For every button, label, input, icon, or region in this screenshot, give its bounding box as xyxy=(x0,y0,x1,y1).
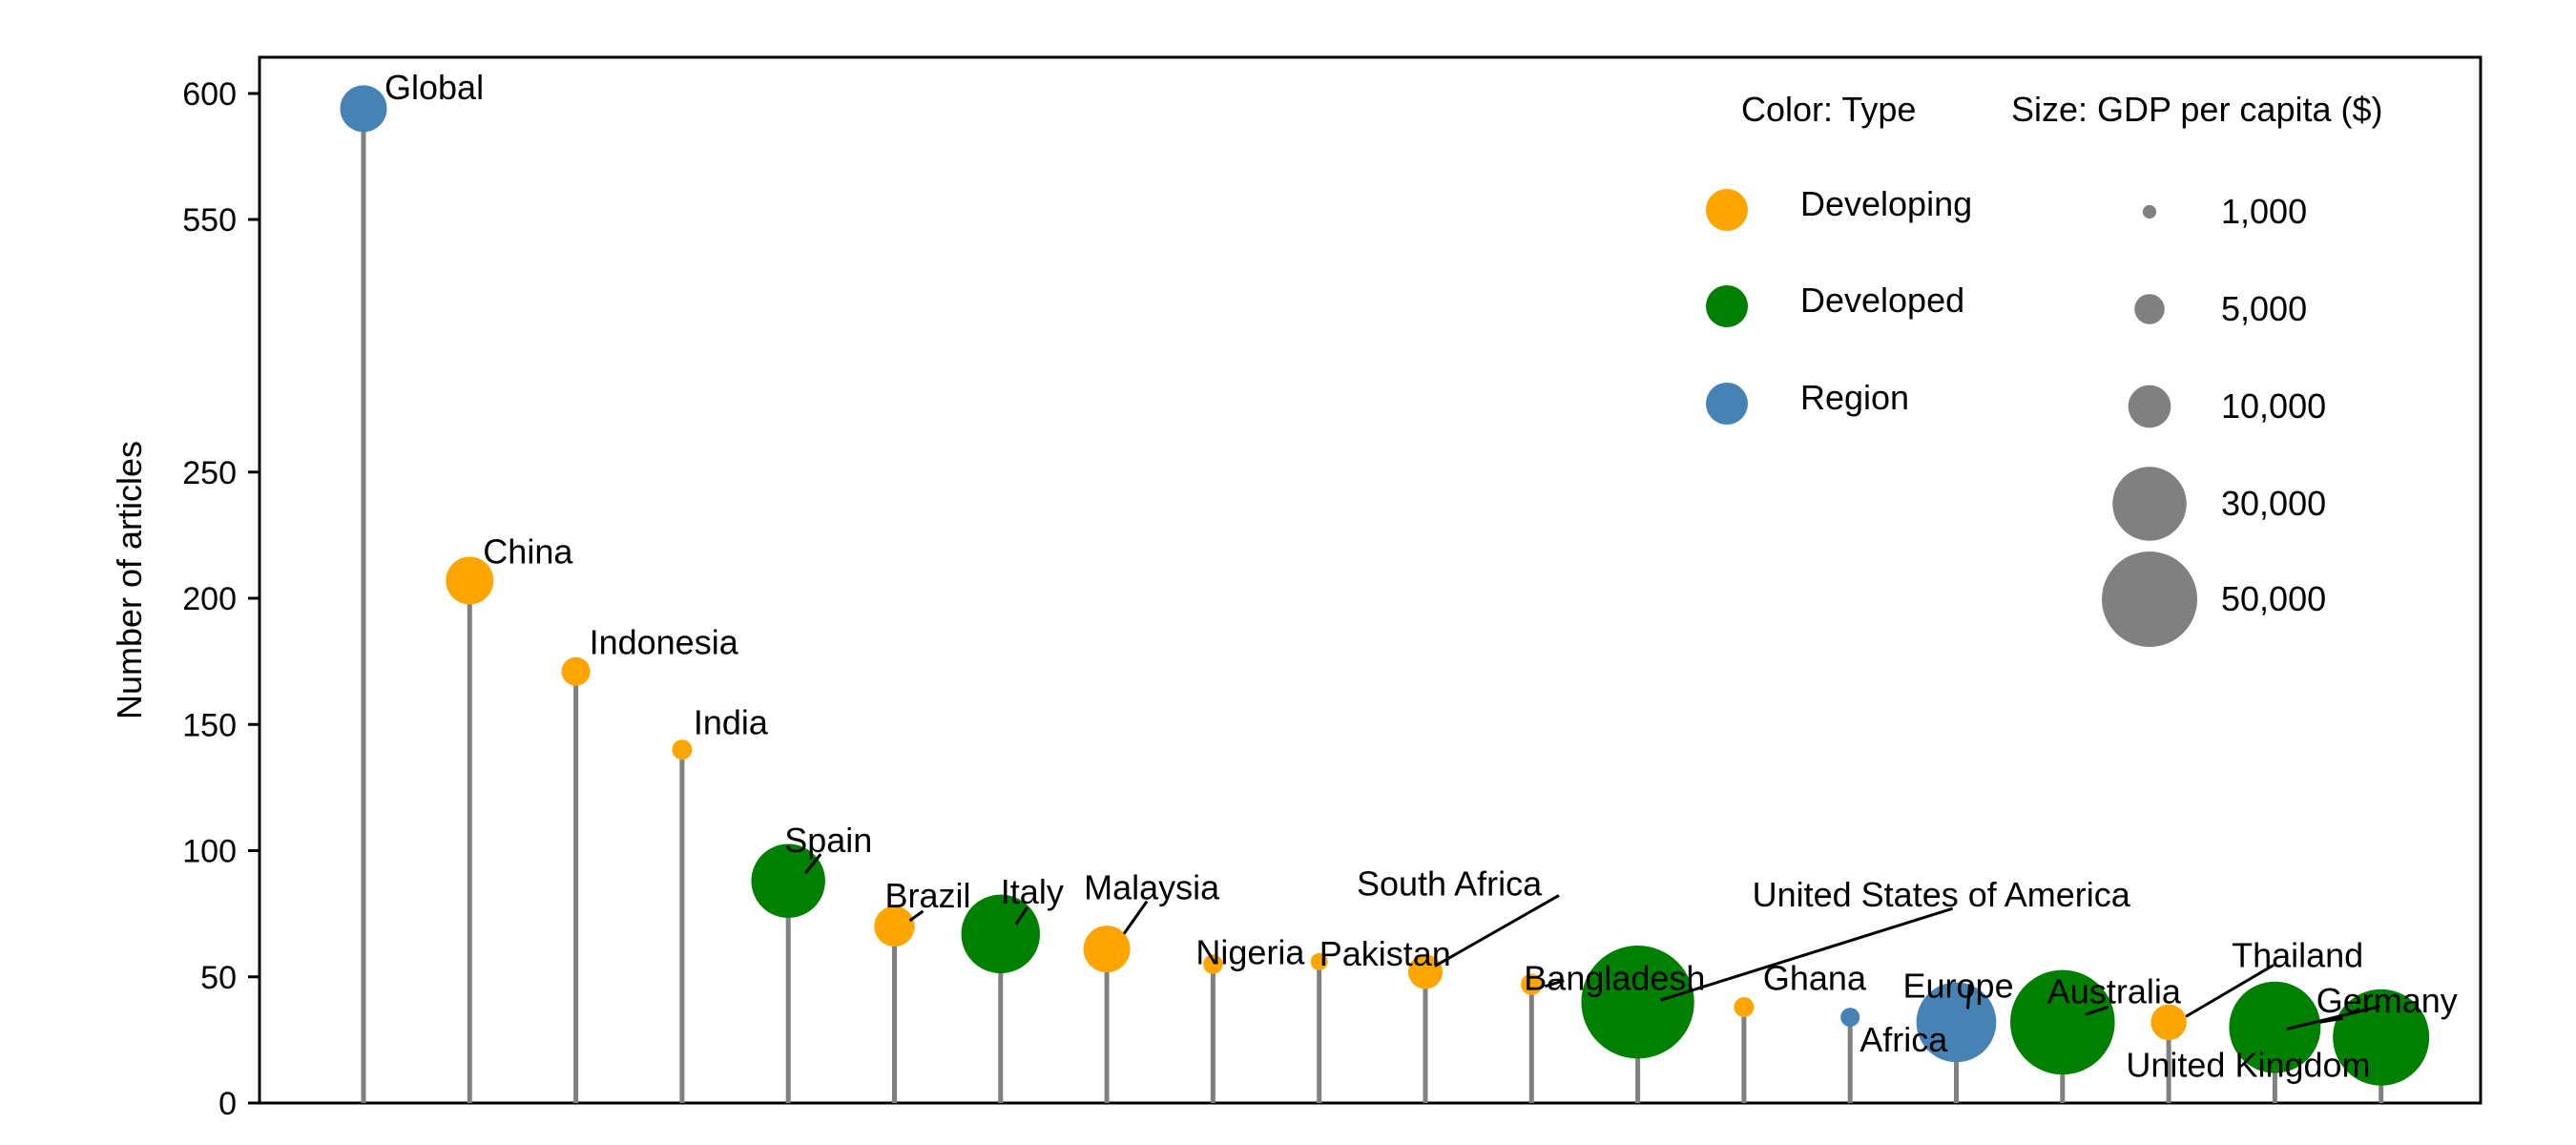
marker-malaysia xyxy=(1083,926,1131,973)
markers xyxy=(340,85,2430,1086)
legend-size-label-5000: 5,000 xyxy=(2221,289,2307,328)
marker-china xyxy=(446,556,494,605)
label-africa: Africa xyxy=(1859,1020,1948,1059)
marker-global xyxy=(340,85,387,133)
legend-swatch-developing xyxy=(1706,189,1748,231)
marker-ghana xyxy=(1734,997,1755,1017)
y-tick-label-550: 550 xyxy=(182,202,237,239)
legend-size-marker-10000 xyxy=(2128,385,2171,428)
label-global: Global xyxy=(384,68,484,107)
label-thailand: Thailand xyxy=(2232,935,2363,974)
y-axis-title: Number of articles xyxy=(110,441,149,719)
marker-united-states-of-america xyxy=(1581,946,1694,1059)
label-brazil: Brazil xyxy=(885,876,971,915)
leader-europe xyxy=(1966,984,1971,1010)
legend-label-developing: Developing xyxy=(1800,184,1972,223)
marker-italy xyxy=(961,894,1041,974)
y-tick-label-250: 250 xyxy=(182,455,237,491)
legend: Color: Type Size: GDP per capita ($) Devel… xyxy=(1706,90,2383,647)
marker-india xyxy=(672,739,693,760)
label-ghana: Ghana xyxy=(1763,958,1867,997)
leader-united-kingdom xyxy=(2286,1005,2380,1031)
legend-size-marker-1000 xyxy=(2142,204,2157,219)
legend-size-marker-50000 xyxy=(2102,552,2197,647)
label-south-africa: South Africa xyxy=(1357,864,1543,903)
leader-south-africa xyxy=(1434,894,1560,968)
label-nigeria: Nigeria xyxy=(1195,933,1305,972)
legend-color-title: Color: Type xyxy=(1741,90,1916,129)
legend-swatch-region xyxy=(1706,383,1748,425)
point-labels: Global China Indonesia India Spain Brazil Ital… xyxy=(384,68,2458,1085)
leader-malaysia xyxy=(1122,900,1149,935)
y-tick-label-50: 50 xyxy=(200,960,237,996)
marker-spain xyxy=(751,843,825,918)
leader-brazil xyxy=(908,909,924,923)
leader-spain xyxy=(804,853,822,875)
label-indonesia: Indonesia xyxy=(590,623,739,662)
label-italy: Italy xyxy=(1001,872,1064,911)
y-axis: 0 50 100 150 200 250 550 600 xyxy=(182,76,260,1122)
stems xyxy=(361,108,2384,1103)
label-australia: Australia xyxy=(2047,971,2182,1010)
legend-swatch-developed xyxy=(1706,285,1748,327)
y-tick-label-200: 200 xyxy=(182,581,237,617)
marker-thailand xyxy=(2150,1004,2187,1041)
plot-frame xyxy=(258,55,2483,1105)
legend-label-region: Region xyxy=(1800,378,1909,417)
leader-lines xyxy=(804,853,2380,1031)
label-india: India xyxy=(694,703,769,742)
label-pakistan: Pakistan xyxy=(1319,934,1451,973)
legend-size-label-10000: 10,000 xyxy=(2221,386,2326,426)
legend-size-marker-30000 xyxy=(2112,467,2187,541)
y-tick-label-600: 600 xyxy=(182,76,237,113)
legend-size-label-30000: 30,000 xyxy=(2221,484,2326,523)
marker-brazil xyxy=(874,906,915,947)
y-tick-label-100: 100 xyxy=(182,834,237,870)
legend-size-title: Size: GDP per capita ($) xyxy=(2011,90,2383,129)
marker-indonesia xyxy=(561,656,591,686)
label-bangladesh: Bangladesh xyxy=(1524,959,1705,998)
marker-australia xyxy=(2010,969,2115,1075)
marker-united-kingdom xyxy=(2229,981,2321,1073)
legend-size-marker-5000 xyxy=(2134,294,2165,324)
marker-pakistan xyxy=(1310,952,1328,970)
marker-nigeria xyxy=(1203,954,1223,974)
marker-europe xyxy=(1916,982,1997,1063)
legend-label-developed: Developed xyxy=(1800,281,1964,320)
label-china: China xyxy=(483,531,573,571)
label-united-states-of-america: United States of America xyxy=(1753,875,2131,914)
label-germany: Germany xyxy=(2316,981,2458,1020)
leader-united-states-of-america xyxy=(1660,906,1954,1002)
label-europe: Europe xyxy=(1903,966,2014,1005)
marker-south-africa xyxy=(1407,954,1444,989)
legend-size-label-50000: 50,000 xyxy=(2221,579,2326,618)
y-tick-label-0: 0 xyxy=(218,1086,237,1122)
leader-bangladesh xyxy=(1544,979,1565,989)
marker-bangladesh xyxy=(1521,973,1543,995)
leader-australia xyxy=(2085,1005,2109,1016)
label-united-kingdom: United Kingdom xyxy=(2126,1046,2370,1085)
y-tick-label-150: 150 xyxy=(182,707,237,743)
legend-size-label-1000: 1,000 xyxy=(2221,192,2307,231)
marker-africa xyxy=(1840,1008,1860,1028)
leader-thailand xyxy=(2185,964,2275,1018)
leader-italy xyxy=(1014,906,1029,926)
label-spain: Spain xyxy=(784,821,872,860)
label-malaysia: Malaysia xyxy=(1084,868,1220,907)
leader-germany xyxy=(2319,1016,2343,1024)
